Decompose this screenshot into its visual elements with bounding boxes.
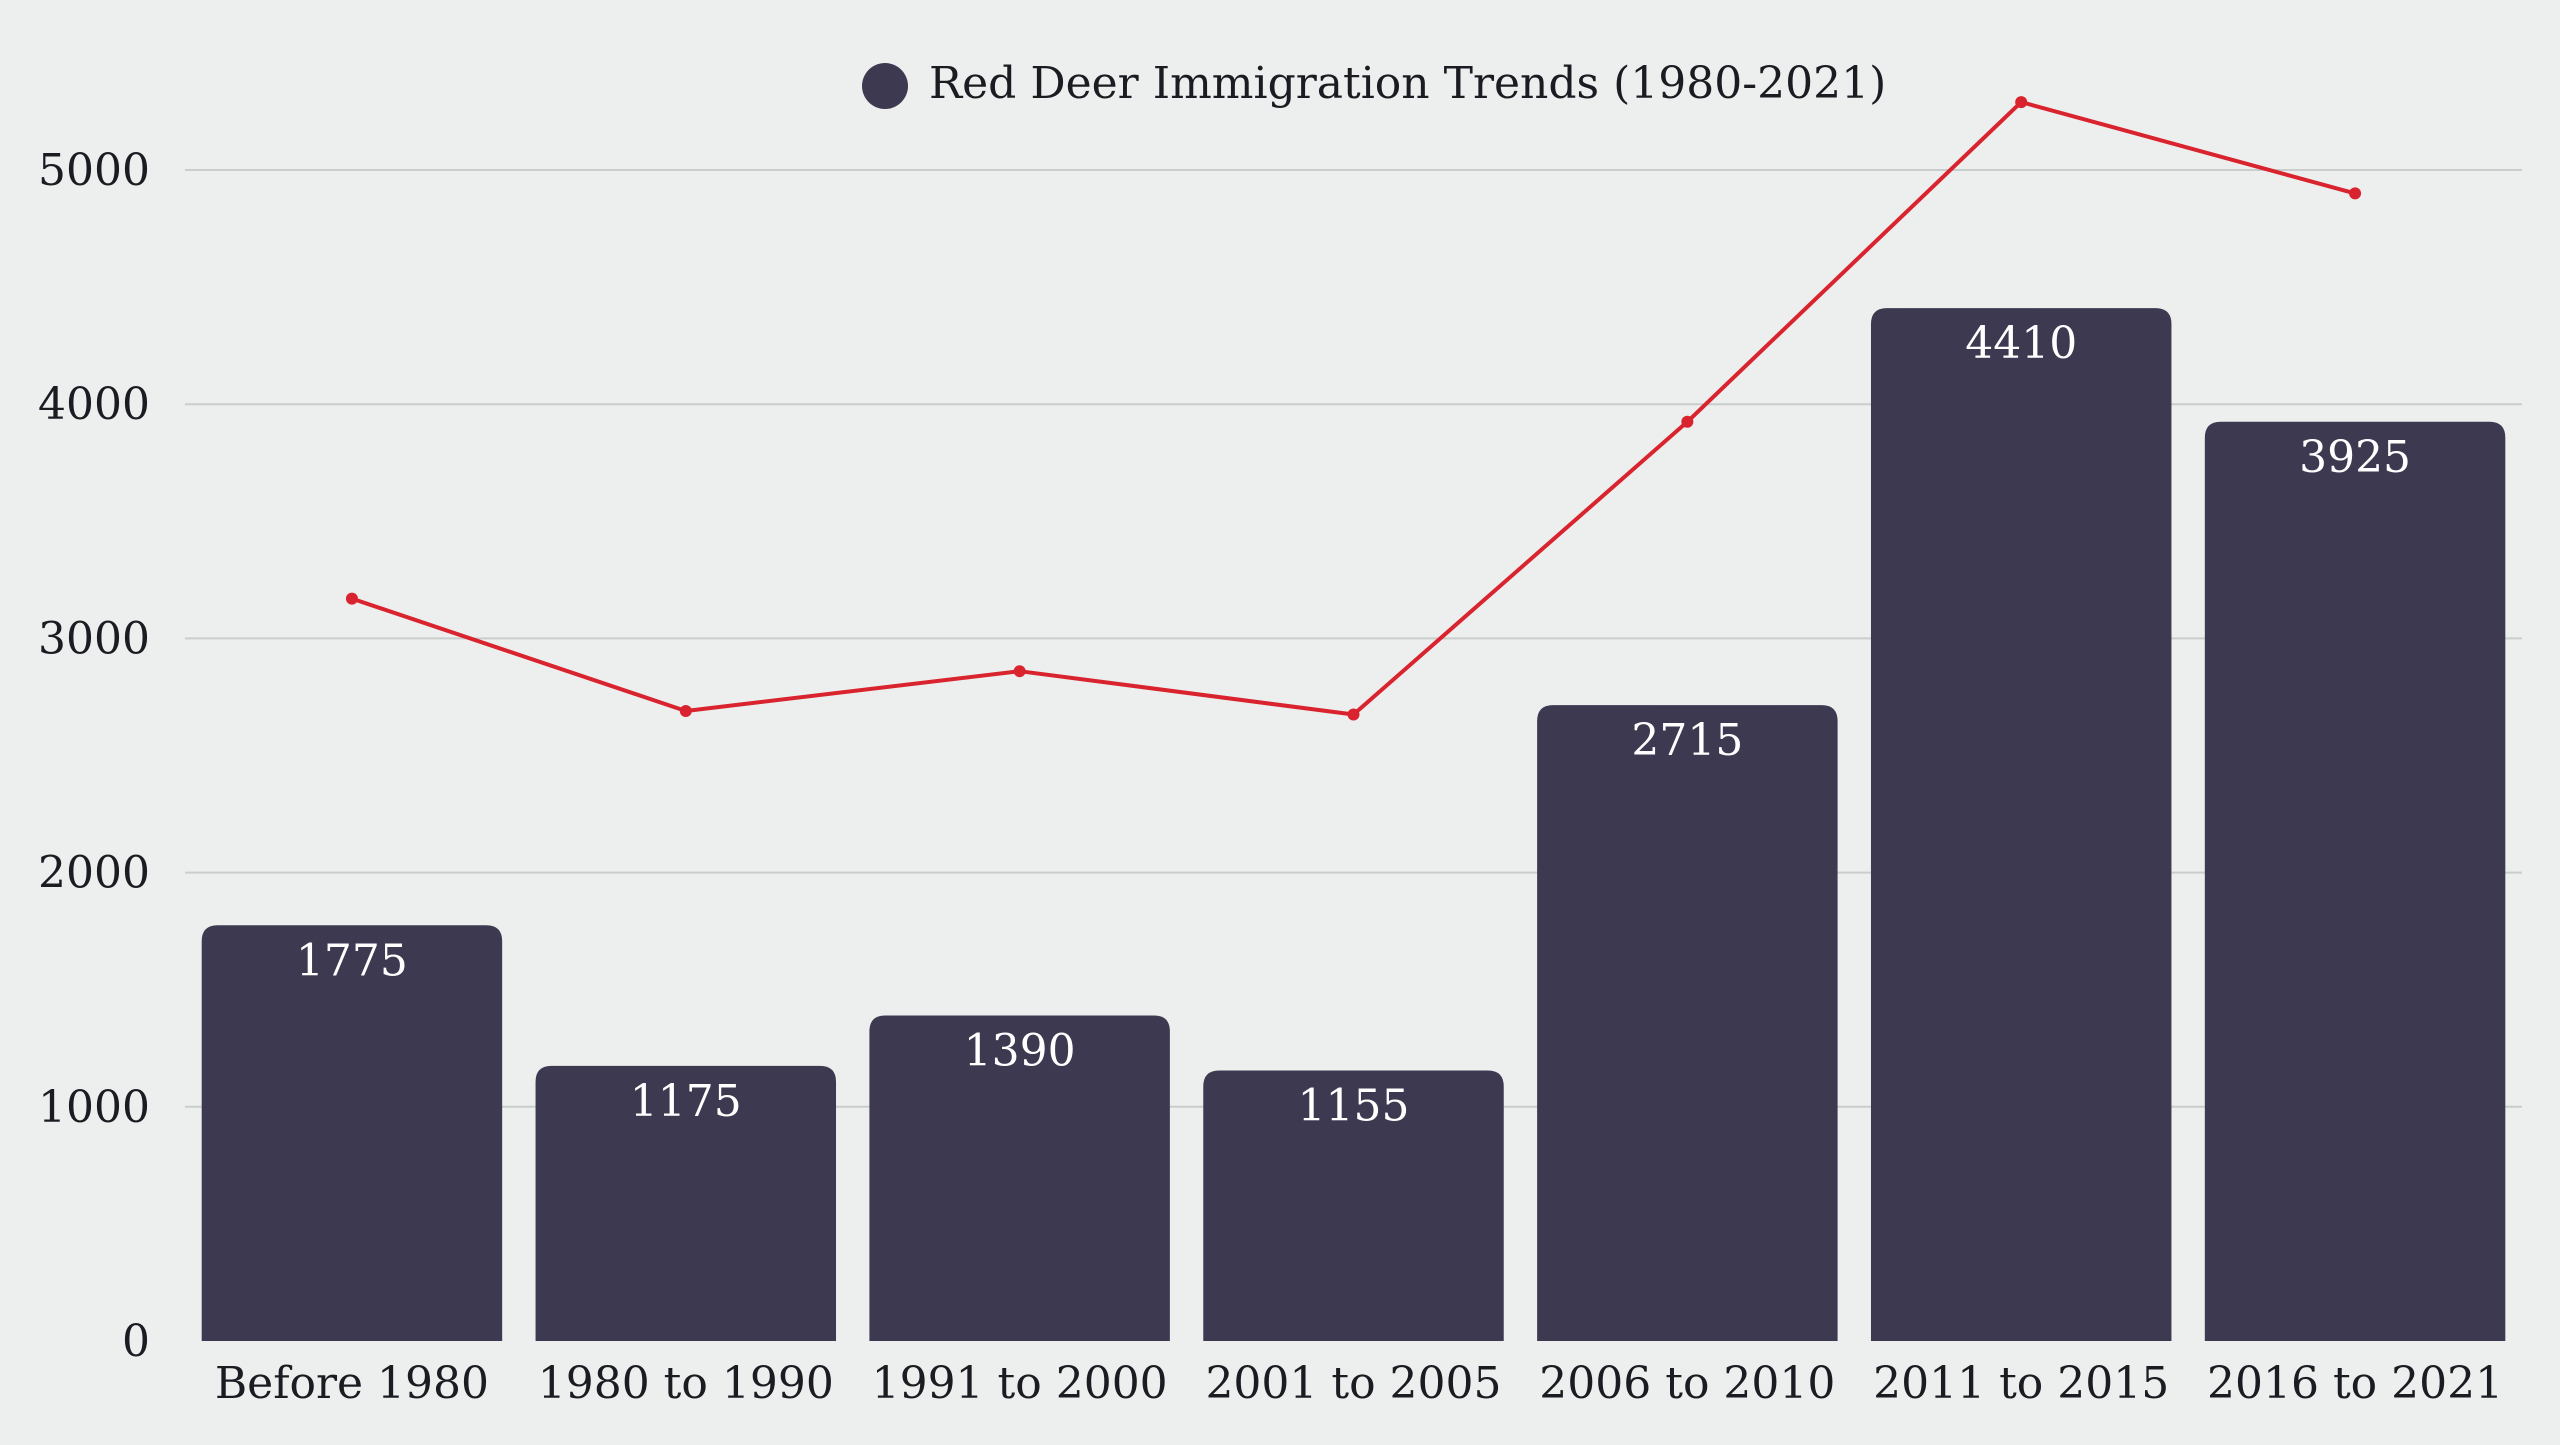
y-tick-label: 4000 — [38, 379, 150, 430]
bar-value-label: 1155 — [1298, 1080, 1410, 1131]
x-tick-label: 2011 to 2015 — [1873, 1358, 2169, 1409]
bar — [1537, 705, 1838, 1341]
y-tick-label: 5000 — [38, 145, 150, 196]
line-point — [345, 592, 358, 605]
bar-value-label: 1175 — [630, 1076, 742, 1127]
x-tick-label: Before 1980 — [215, 1358, 489, 1409]
bar — [2204, 421, 2506, 1341]
line-point — [1347, 708, 1360, 721]
bar-value-label: 3925 — [2299, 432, 2411, 483]
x-tick-label: 2016 to 2021 — [2207, 1358, 2503, 1409]
bar — [869, 1015, 1170, 1341]
bar — [1203, 1070, 1504, 1341]
y-tick-label: 3000 — [38, 613, 150, 664]
bar — [1870, 308, 2172, 1342]
bar-labels: 1775 1175 1390 1155 2715 4410 3925 — [296, 318, 2411, 1131]
y-tick-label: 1000 — [38, 1082, 150, 1133]
bar — [201, 925, 503, 1341]
legend-label: Red Deer Immigration Trends (1980-2021) — [929, 58, 1886, 109]
line-series — [345, 96, 2362, 721]
x-tick-label: 1980 to 1990 — [538, 1358, 834, 1409]
line-point — [2015, 96, 2028, 109]
x-axis: Before 1980 1980 to 1990 1991 to 2000 2001 … — [215, 1358, 2503, 1409]
bar-value-label: 2715 — [1631, 715, 1743, 766]
line-point — [1681, 415, 1694, 428]
legend-marker — [862, 63, 908, 109]
x-tick-label: 2001 to 2005 — [1205, 1358, 1501, 1409]
x-tick-label: 1991 to 2000 — [872, 1358, 1168, 1409]
y-tick-label: 2000 — [38, 848, 150, 899]
bar — [535, 1065, 837, 1341]
line-point — [2349, 187, 2362, 200]
line-point — [1013, 665, 1026, 678]
y-axis: 0 1000 2000 3000 4000 5000 — [38, 145, 150, 1367]
x-tick-label: 2006 to 2010 — [1539, 1358, 1835, 1409]
bar-series — [201, 308, 2506, 1342]
y-tick-label: 0 — [122, 1316, 150, 1367]
bar-value-label: 1390 — [964, 1025, 1076, 1076]
line-point — [679, 705, 692, 718]
legend: Red Deer Immigration Trends (1980-2021) — [862, 58, 1886, 109]
bar-value-label: 4410 — [1965, 318, 2077, 369]
bar-value-label: 1775 — [296, 935, 408, 986]
